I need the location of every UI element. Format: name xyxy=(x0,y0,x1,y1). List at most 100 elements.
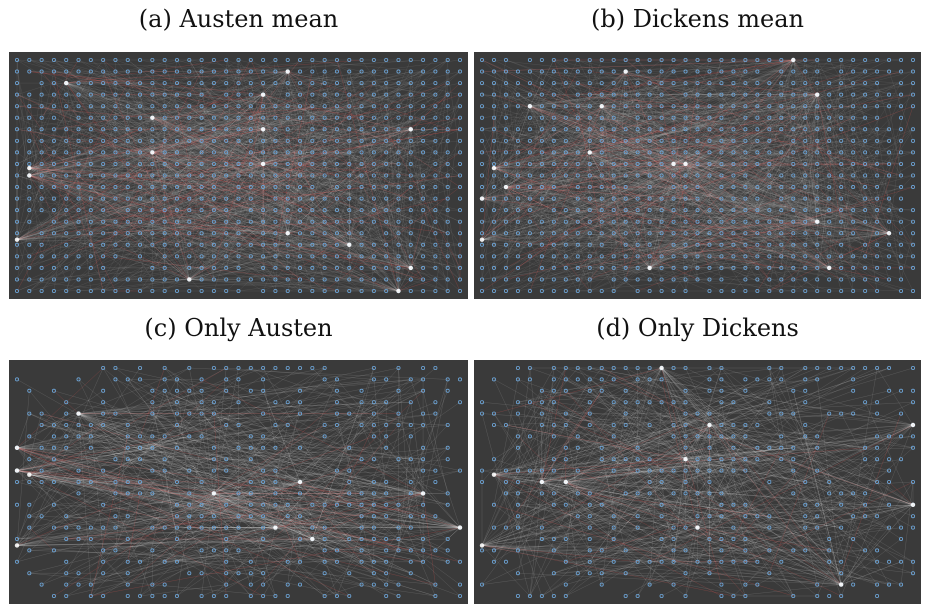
node xyxy=(683,69,688,74)
edge xyxy=(152,140,436,211)
edge xyxy=(287,71,325,234)
hub-node xyxy=(396,288,401,294)
edge xyxy=(505,106,602,188)
node xyxy=(457,196,462,201)
edge xyxy=(201,561,288,597)
node xyxy=(707,127,712,132)
edge xyxy=(529,71,758,107)
edge xyxy=(828,94,854,268)
node xyxy=(910,150,915,155)
node xyxy=(551,242,556,247)
edge xyxy=(213,71,399,292)
edge xyxy=(66,379,178,574)
edge xyxy=(673,163,770,245)
node xyxy=(125,196,130,201)
edge xyxy=(90,504,178,597)
node xyxy=(421,173,426,178)
edge xyxy=(16,71,55,234)
edge xyxy=(697,152,770,222)
node xyxy=(647,150,652,155)
edge xyxy=(493,71,555,169)
edge xyxy=(16,198,239,292)
edge xyxy=(385,129,412,234)
node xyxy=(384,150,389,155)
edge xyxy=(685,129,782,165)
edge xyxy=(435,117,461,292)
edge xyxy=(16,94,30,240)
edge xyxy=(312,163,362,176)
edge xyxy=(213,367,227,494)
edge xyxy=(481,82,650,240)
edge xyxy=(78,413,92,585)
edge xyxy=(66,82,165,176)
edge xyxy=(697,117,890,234)
edge xyxy=(213,493,387,574)
node xyxy=(224,104,229,109)
edge xyxy=(625,82,818,245)
edge xyxy=(250,94,264,211)
node xyxy=(76,219,81,224)
edge xyxy=(422,390,448,494)
edge xyxy=(226,424,424,540)
node xyxy=(384,92,389,97)
edge xyxy=(16,390,227,471)
node xyxy=(803,115,808,120)
edge xyxy=(115,140,350,246)
edge xyxy=(673,82,806,165)
node xyxy=(815,69,820,74)
edge xyxy=(29,117,325,169)
edge xyxy=(29,474,251,494)
node xyxy=(27,277,32,282)
node xyxy=(396,219,401,224)
edge xyxy=(29,527,55,551)
node xyxy=(113,104,118,109)
edge xyxy=(685,140,806,165)
edge xyxy=(152,117,387,222)
node xyxy=(659,81,664,86)
node xyxy=(347,81,352,86)
edge xyxy=(102,402,178,562)
edge xyxy=(757,106,782,245)
edge xyxy=(262,367,338,505)
edge xyxy=(275,83,288,164)
node xyxy=(113,92,118,97)
node xyxy=(551,173,556,178)
node xyxy=(371,254,376,259)
node xyxy=(211,196,216,201)
edge xyxy=(745,94,818,165)
node xyxy=(707,58,712,63)
node xyxy=(64,277,69,282)
edge xyxy=(53,71,288,269)
node xyxy=(599,161,604,166)
edge xyxy=(481,152,698,257)
edge xyxy=(102,71,202,257)
edge xyxy=(238,493,313,540)
edge xyxy=(529,106,626,199)
edge xyxy=(152,413,239,528)
edge xyxy=(78,105,362,118)
edge xyxy=(275,504,362,528)
node xyxy=(248,115,253,120)
node xyxy=(480,185,485,190)
edge xyxy=(29,436,202,475)
edge xyxy=(164,175,461,246)
node xyxy=(863,69,868,74)
node xyxy=(248,254,253,259)
edge xyxy=(127,402,338,585)
edge xyxy=(164,390,338,562)
edge xyxy=(529,106,638,222)
edge xyxy=(152,105,387,211)
node xyxy=(910,265,915,270)
edge xyxy=(29,474,350,540)
edge xyxy=(505,94,818,234)
node xyxy=(187,58,192,63)
edge xyxy=(213,379,325,494)
edge xyxy=(189,186,350,246)
edge xyxy=(601,106,758,269)
edge xyxy=(16,59,30,211)
node xyxy=(683,277,688,282)
edge xyxy=(541,186,626,222)
node xyxy=(839,219,844,224)
edge xyxy=(225,436,264,505)
node xyxy=(334,242,339,247)
